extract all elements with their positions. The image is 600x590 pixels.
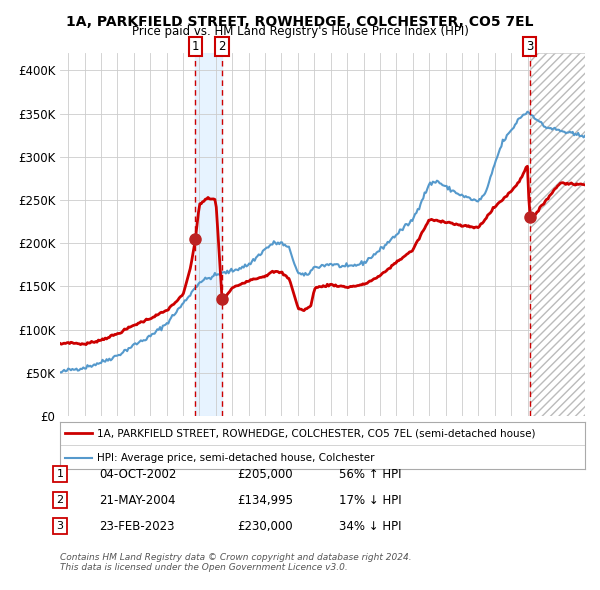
Text: 1A, PARKFIELD STREET, ROWHEDGE, COLCHESTER, CO5 7EL (semi-detached house): 1A, PARKFIELD STREET, ROWHEDGE, COLCHEST… bbox=[97, 428, 535, 438]
Text: 1A, PARKFIELD STREET, ROWHEDGE, COLCHESTER, CO5 7EL: 1A, PARKFIELD STREET, ROWHEDGE, COLCHEST… bbox=[66, 15, 534, 30]
Text: 1: 1 bbox=[191, 40, 199, 53]
Text: £134,995: £134,995 bbox=[237, 494, 293, 507]
Text: 23-FEB-2023: 23-FEB-2023 bbox=[99, 520, 175, 533]
Text: 04-OCT-2002: 04-OCT-2002 bbox=[99, 468, 176, 481]
Text: Price paid vs. HM Land Registry's House Price Index (HPI): Price paid vs. HM Land Registry's House … bbox=[131, 25, 469, 38]
Text: 3: 3 bbox=[56, 522, 64, 531]
Text: 56% ↑ HPI: 56% ↑ HPI bbox=[339, 468, 401, 481]
Text: This data is licensed under the Open Government Licence v3.0.: This data is licensed under the Open Gov… bbox=[60, 563, 348, 572]
Text: HPI: Average price, semi-detached house, Colchester: HPI: Average price, semi-detached house,… bbox=[97, 453, 374, 463]
Text: £230,000: £230,000 bbox=[237, 520, 293, 533]
Text: 34% ↓ HPI: 34% ↓ HPI bbox=[339, 520, 401, 533]
Text: 1: 1 bbox=[56, 470, 64, 479]
Bar bbox=[196, 53, 222, 416]
Text: 21-MAY-2004: 21-MAY-2004 bbox=[99, 494, 176, 507]
Text: 17% ↓ HPI: 17% ↓ HPI bbox=[339, 494, 401, 507]
Text: 3: 3 bbox=[526, 40, 533, 53]
Text: 2: 2 bbox=[56, 496, 64, 505]
Text: Contains HM Land Registry data © Crown copyright and database right 2024.: Contains HM Land Registry data © Crown c… bbox=[60, 553, 412, 562]
Bar bbox=[530, 53, 585, 416]
Text: £205,000: £205,000 bbox=[237, 468, 293, 481]
Text: 2: 2 bbox=[218, 40, 226, 53]
